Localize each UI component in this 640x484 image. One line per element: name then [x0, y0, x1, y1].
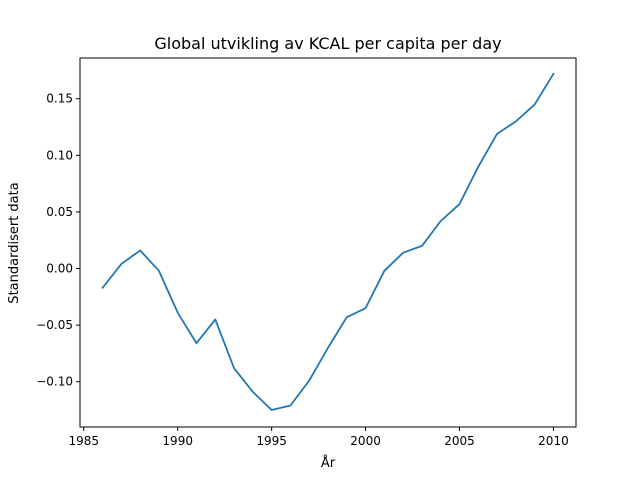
series-line: [101, 72, 555, 411]
y-tick-label: 0.10: [46, 148, 73, 162]
x-tick-label: 1985: [68, 434, 99, 448]
x-tick-label: 2010: [538, 434, 569, 448]
ticks-layer: 1985 1990 1995 2000 2005 2010 −0.10 −0.05 0.00 0.…: [36, 92, 569, 448]
x-tick-label: 2005: [444, 434, 475, 448]
y-axis-label: Standardisert data: [7, 182, 22, 303]
x-tick-label: 1990: [162, 434, 193, 448]
y-tick-label: 0.15: [46, 92, 73, 106]
series-layer: [101, 72, 555, 411]
y-tick-label: −0.10: [36, 375, 73, 389]
chart-title: Global utvikling av KCAL per capita per …: [154, 34, 501, 53]
y-tick-label: 0.00: [46, 262, 73, 276]
y-tick-label: −0.05: [36, 318, 73, 332]
y-tick-label: 0.05: [46, 205, 73, 219]
x-axis-label: År: [321, 455, 336, 471]
plot-frame: [79, 57, 577, 428]
x-tick-label: 1995: [256, 434, 287, 448]
x-tick-label: 2000: [350, 434, 381, 448]
